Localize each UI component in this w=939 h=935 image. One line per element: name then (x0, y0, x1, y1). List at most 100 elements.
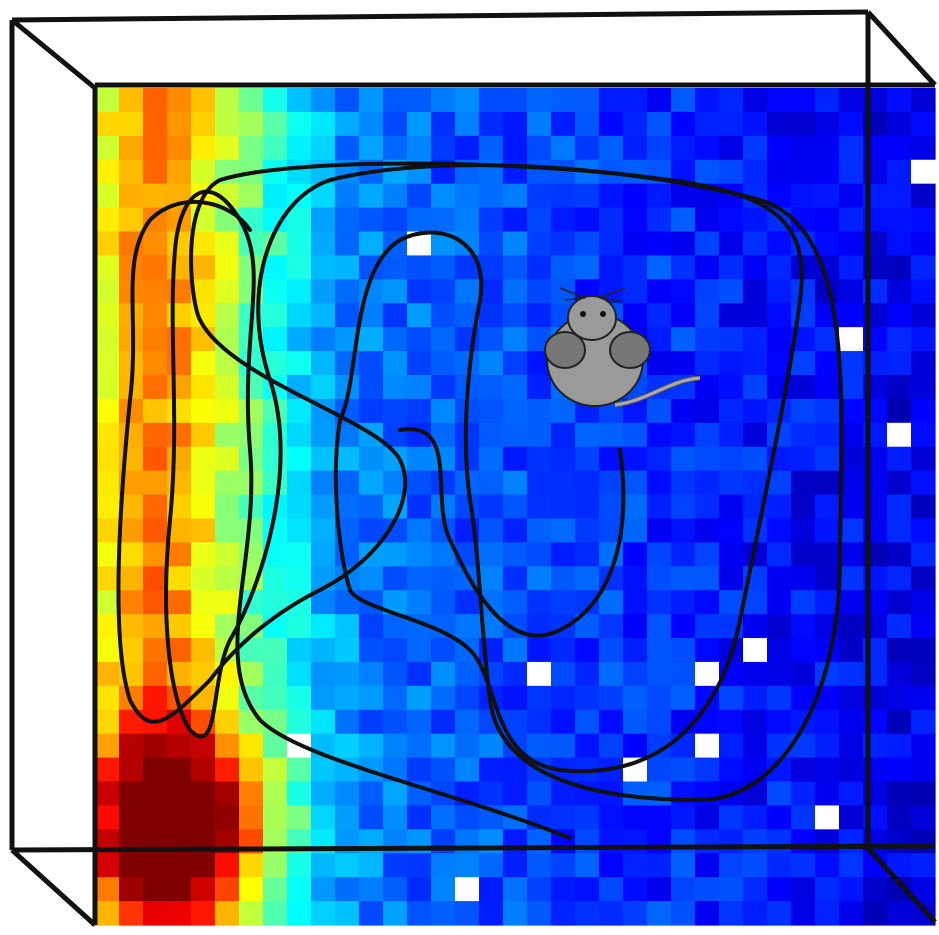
heat-cell (311, 782, 336, 807)
heat-cell (719, 88, 744, 113)
heat-cell (95, 88, 120, 113)
heat-cell (887, 566, 912, 591)
heat-cell (143, 495, 168, 520)
heat-cell (623, 901, 648, 926)
heat-cell (791, 136, 816, 161)
heat-cell (695, 208, 720, 233)
heat-cell (767, 279, 792, 304)
heat-cell (287, 518, 312, 543)
heat-cell (407, 877, 432, 902)
heat-cell (143, 447, 168, 472)
heat-cell (911, 160, 936, 185)
heat-cell (455, 710, 480, 735)
heat-cell (143, 279, 168, 304)
heat-cell (599, 614, 624, 639)
heat-cell (263, 327, 288, 352)
heat-cell (623, 88, 648, 113)
heat-cell (695, 758, 720, 783)
heat-cell (599, 423, 624, 448)
heat-cell (263, 662, 288, 687)
heat-cell (191, 231, 216, 256)
heat-cell (455, 877, 480, 902)
heat-cell (719, 758, 744, 783)
heat-cell (239, 112, 264, 137)
heat-cell (791, 184, 816, 209)
heat-cell (383, 877, 408, 902)
heat-cell (719, 112, 744, 137)
heat-cell (551, 231, 576, 256)
heat-cell (527, 734, 552, 759)
heat-cell (695, 399, 720, 424)
heat-cell (359, 447, 384, 472)
heat-cell (791, 829, 816, 854)
heat-cell (767, 327, 792, 352)
heat-cell (383, 638, 408, 663)
heat-cell (743, 399, 768, 424)
heat-cell (887, 518, 912, 543)
heat-cell (311, 901, 336, 926)
heat-cell (647, 471, 672, 496)
heat-cell (599, 877, 624, 902)
heat-cell (455, 662, 480, 687)
heat-cell (95, 399, 120, 424)
heat-cell (527, 231, 552, 256)
heat-cell (887, 590, 912, 615)
heat-cell (887, 255, 912, 280)
heat-cell (95, 375, 120, 400)
heat-cell (767, 112, 792, 137)
heat-cell (311, 758, 336, 783)
heat-cell (743, 853, 768, 878)
heat-cell (407, 662, 432, 687)
heat-cell (671, 399, 696, 424)
heat-cell (383, 184, 408, 209)
heat-cell (887, 136, 912, 161)
heat-cell (407, 327, 432, 352)
heat-cell (551, 136, 576, 161)
heat-cell (551, 471, 576, 496)
heat-cell (719, 566, 744, 591)
heat-cell (551, 638, 576, 663)
heat-cell (887, 638, 912, 663)
heat-cell (815, 351, 840, 376)
heat-cell (311, 495, 336, 520)
heat-cell (215, 279, 240, 304)
heat-cell (551, 901, 576, 926)
heat-cell (719, 208, 744, 233)
heat-cell (215, 710, 240, 735)
heat-cell (623, 542, 648, 567)
heat-cell (671, 184, 696, 209)
heat-cell (815, 710, 840, 735)
heat-cell (383, 327, 408, 352)
heat-cell (719, 518, 744, 543)
heat-cell (359, 566, 384, 591)
heat-cell (143, 255, 168, 280)
heat-cell (839, 518, 864, 543)
heat-cell (503, 351, 528, 376)
heat-cell (383, 805, 408, 830)
heat-cell (575, 877, 600, 902)
heat-cell (335, 686, 360, 711)
heat-cell (479, 303, 504, 328)
heat-cell (335, 208, 360, 233)
heat-cell (791, 518, 816, 543)
heat-cell (191, 447, 216, 472)
heat-cell (791, 782, 816, 807)
heat-cell (887, 327, 912, 352)
heat-cell (743, 877, 768, 902)
heat-cell (911, 112, 936, 137)
heat-cell (887, 351, 912, 376)
heat-cell (311, 447, 336, 472)
heat-cell (431, 351, 456, 376)
heatmap (95, 88, 936, 926)
heat-cell (767, 829, 792, 854)
heat-cell (359, 686, 384, 711)
heat-cell (839, 160, 864, 185)
heat-cell (407, 686, 432, 711)
heat-cell (239, 853, 264, 878)
heat-cell (719, 710, 744, 735)
heat-cell (503, 399, 528, 424)
heat-cell (119, 184, 144, 209)
heat-cell (95, 542, 120, 567)
heat-cell (191, 471, 216, 496)
heat-cell (407, 112, 432, 137)
